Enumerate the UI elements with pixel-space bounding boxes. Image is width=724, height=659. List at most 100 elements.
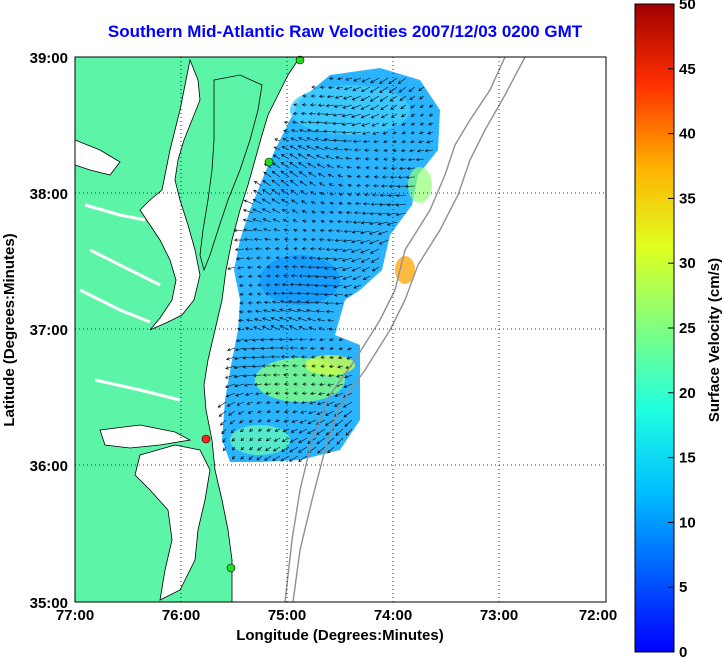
velocity-arrow [270,308,281,313]
velocity-arrow [398,86,407,93]
velocity-arrow [251,355,263,360]
velocity-arrow [345,77,353,81]
velocity-arrow [260,346,272,351]
velocity-arrow [292,364,299,368]
velocity-arrow [318,392,326,396]
velocity-arrow [361,77,371,83]
y-tick-label: 39:00 [30,50,68,67]
velocity-arrow [359,239,371,244]
velocity-arrow [400,157,407,162]
velocity-arrow [236,338,245,343]
velocity-arrow [351,122,362,127]
velocity-arrow [248,455,254,460]
velocity-arrow [257,446,263,451]
velocity-arrow [347,174,353,179]
velocity-arrow [379,193,389,197]
velocity-arrow [271,179,281,187]
velocity-arrow [409,148,416,153]
velocity-arrow [265,247,272,251]
velocity-arrow [372,184,380,188]
velocity-arrow [281,209,290,214]
velocity-arrow [317,103,326,107]
velocity-arrow [315,265,326,270]
velocity-arrow [369,211,380,216]
velocity-arrow [281,446,290,452]
velocity-arrow [274,247,281,251]
velocity-arrow [253,189,263,196]
velocity-arrow [234,247,245,252]
velocity-arrow [266,419,272,423]
velocity-arrow [389,95,398,102]
velocity-arrow [275,256,281,260]
velocity-arrow [325,103,335,108]
velocity-arrow [369,95,380,102]
velocity-arrow [300,256,308,260]
radar-site-marker[interactable] [295,55,305,65]
velocity-arrow [281,437,290,442]
velocity-arrow [262,189,272,196]
velocity-arrow [379,86,389,93]
albemarle-sound [99,424,192,449]
velocity-arrow [272,154,281,160]
velocity-arrow [386,221,398,226]
velocity-arrow [302,219,308,223]
velocity-arrow [419,131,425,135]
velocity-arrow [299,120,308,124]
velocity-arrow [332,266,344,271]
velocity-arrow [247,265,254,269]
velocity-arrow [365,166,371,170]
velocity-arrow [256,292,263,296]
velocity-arrow [310,191,317,196]
velocity-arrow [380,104,389,110]
velocity-arrow [428,113,434,117]
velocity-arrow [336,165,344,169]
velocity-arrow [272,291,281,296]
velocity-arrow [275,265,281,269]
velocity-arrow [395,212,407,217]
velocity-arrow [386,212,398,217]
velocity-arrow [307,317,317,322]
velocity-arrow [296,300,308,304]
velocity-arrow [341,130,353,135]
velocity-arrow [225,383,236,389]
velocity-arrow [246,318,254,322]
velocity-arrow [245,392,254,396]
velocity-arrow [334,238,344,243]
velocity-arrow [383,139,389,144]
radar-site-marker[interactable] [201,434,211,444]
velocity-arrow [271,171,281,178]
velocity-arrow [280,179,290,187]
velocity-arrow [311,85,317,89]
velocity-arrow [343,147,353,152]
velocity-arrow [281,199,290,205]
velocity-arrow [247,301,254,305]
velocity-arrow [256,455,263,461]
velocity-arrow [351,257,362,263]
velocity-arrow [252,218,263,223]
velocity-arrow [371,266,380,272]
velocity-arrow [288,291,299,295]
velocity-arrow [290,137,299,142]
velocity-arrow [352,86,362,92]
velocity-arrow [300,410,308,414]
velocity-arrow [280,189,290,196]
velocity-arrow [281,283,290,287]
velocity-arrow [298,337,308,342]
velocity-arrow [382,166,389,170]
velocity-arrow [269,337,281,342]
velocity-arrow [257,419,263,423]
velocity-arrow [310,201,317,205]
velocity-arrow [401,131,407,135]
radar-site-marker[interactable] [226,563,236,573]
velocity-arrow [240,446,245,451]
velocity-arrow [293,228,299,233]
velocity-arrow [233,365,245,370]
velocity-arrow [336,220,344,224]
velocity-arrow [227,347,236,352]
velocity-arrow [310,355,317,359]
velocity-arrow [251,364,263,369]
velocity-arrow [257,410,263,414]
colorbar-tick-label: 30 [679,255,696,272]
velocity-arrow [427,131,434,135]
radar-site-marker[interactable] [264,157,274,167]
